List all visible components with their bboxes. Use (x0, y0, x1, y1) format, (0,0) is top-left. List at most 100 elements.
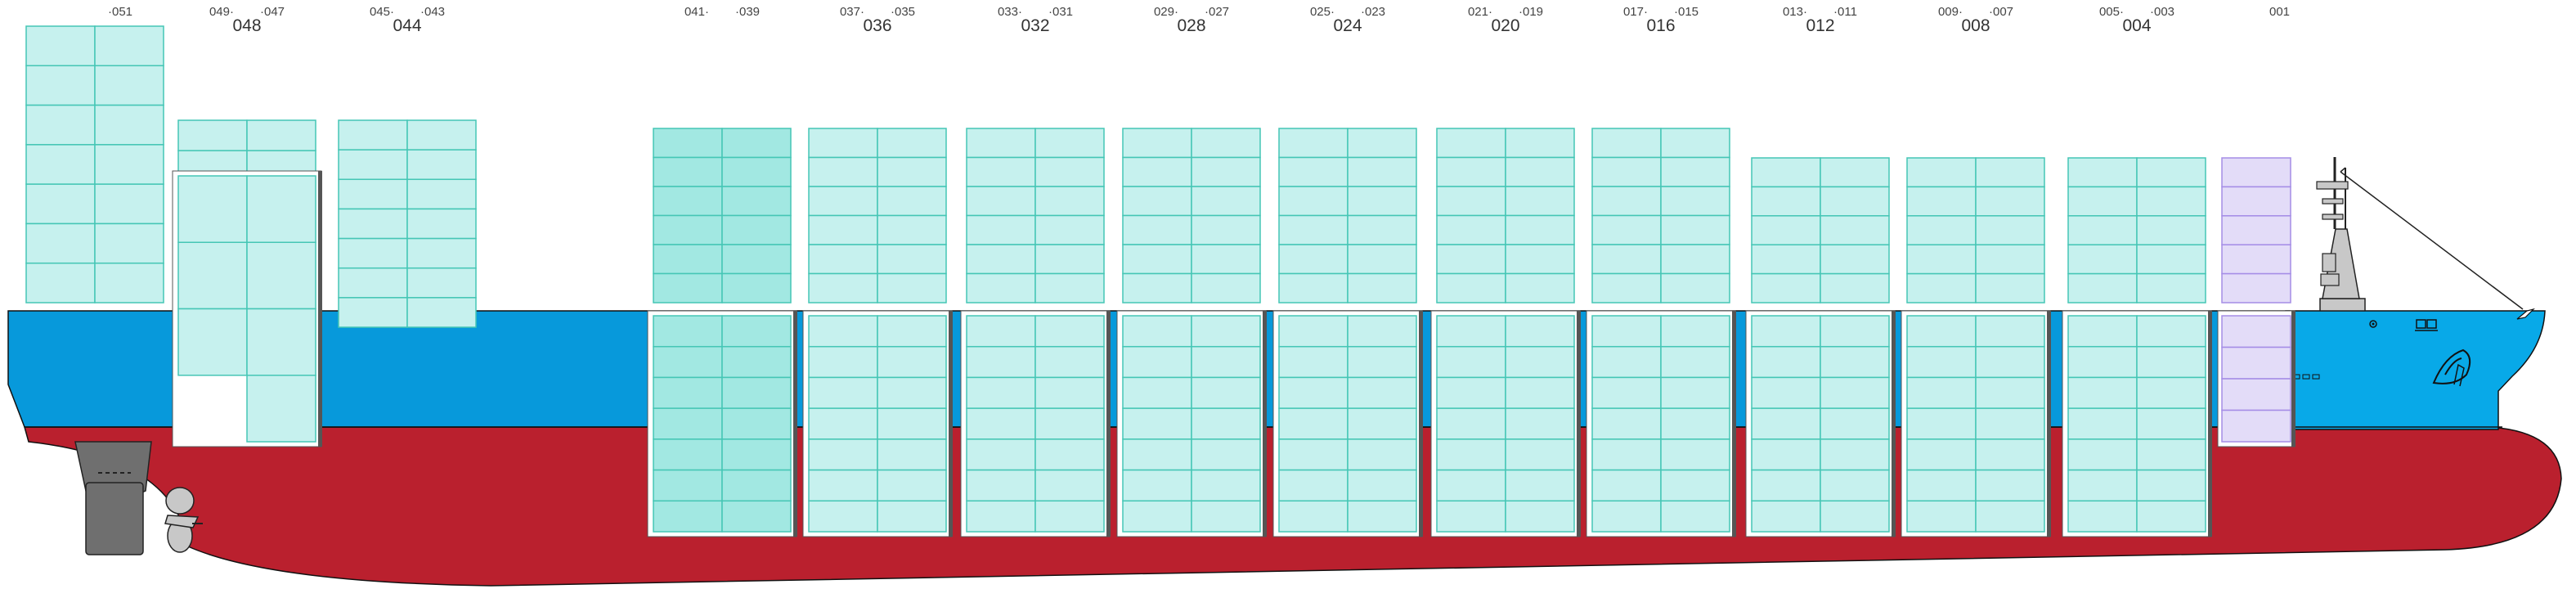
container-slot[interactable] (1906, 157, 1977, 188)
container-slot[interactable] (1505, 407, 1575, 440)
container-slot[interactable] (653, 315, 723, 348)
container-slot[interactable] (1591, 128, 1662, 159)
container-slot[interactable] (1122, 376, 1192, 409)
container-slot[interactable] (25, 65, 96, 106)
container-slot[interactable] (1660, 438, 1730, 471)
container-slot[interactable] (808, 128, 878, 159)
container-slot[interactable] (177, 308, 248, 376)
container-slot[interactable] (1975, 315, 2045, 348)
container-slot[interactable] (2067, 315, 2138, 348)
bay-036[interactable] (802, 128, 953, 537)
container-slot[interactable] (406, 178, 477, 210)
container-slot[interactable] (1906, 215, 1977, 245)
container-slot[interactable] (653, 214, 723, 245)
container-slot[interactable] (2067, 157, 2138, 188)
container-slot[interactable] (877, 244, 947, 275)
container-slot[interactable] (1820, 215, 1890, 245)
container-slot[interactable] (1505, 214, 1575, 245)
container-slot[interactable] (808, 186, 878, 217)
container-slot[interactable] (877, 469, 947, 502)
container-slot[interactable] (2136, 469, 2206, 502)
container-slot[interactable] (653, 128, 723, 159)
container-slot[interactable] (246, 175, 316, 243)
container-slot[interactable] (1505, 156, 1575, 187)
bay-044[interactable] (338, 119, 477, 328)
container-slot[interactable] (1751, 186, 1821, 217)
container-slot[interactable] (1347, 272, 1417, 303)
container-slot[interactable] (1436, 214, 1506, 245)
container-slot[interactable] (1975, 438, 2045, 471)
container-slot[interactable] (966, 345, 1036, 379)
container-slot[interactable] (721, 407, 792, 440)
container-slot[interactable] (1975, 500, 2045, 533)
container-slot[interactable] (1191, 214, 1261, 245)
container-slot[interactable] (1820, 500, 1890, 533)
container-slot[interactable] (2067, 215, 2138, 245)
container-slot[interactable] (721, 376, 792, 409)
container-slot[interactable] (1347, 500, 1417, 533)
container-slot[interactable] (2067, 500, 2138, 533)
container-slot[interactable] (1034, 128, 1105, 159)
container-slot[interactable] (1122, 407, 1192, 440)
container-slot[interactable] (1034, 214, 1105, 245)
container-slot[interactable] (1591, 186, 1662, 217)
container-slot[interactable] (25, 25, 96, 67)
container-slot[interactable] (1660, 128, 1730, 159)
container-slot[interactable] (1347, 407, 1417, 440)
container-slot[interactable] (94, 262, 164, 303)
container-slot[interactable] (966, 315, 1036, 348)
container-slot[interactable] (1751, 315, 1821, 348)
container-slot[interactable] (1505, 272, 1575, 303)
bay-001[interactable] (2217, 157, 2296, 447)
container-slot[interactable] (653, 156, 723, 187)
container-slot[interactable] (338, 267, 408, 299)
container-slot[interactable] (1278, 469, 1349, 502)
container-slot[interactable] (877, 272, 947, 303)
container-slot[interactable] (1505, 500, 1575, 533)
container-slot[interactable] (1906, 272, 1977, 303)
container-slot[interactable] (1975, 157, 2045, 188)
container-slot[interactable] (1191, 272, 1261, 303)
container-slot[interactable] (808, 315, 878, 348)
container-slot[interactable] (1751, 500, 1821, 533)
container-slot[interactable] (1906, 345, 1977, 379)
container-slot[interactable] (1505, 128, 1575, 159)
container-slot[interactable] (1906, 469, 1977, 502)
container-slot[interactable] (1278, 214, 1349, 245)
container-slot[interactable] (406, 237, 477, 269)
container-slot[interactable] (1347, 315, 1417, 348)
container-slot[interactable] (1436, 376, 1506, 409)
container-slot[interactable] (1278, 156, 1349, 187)
bay-024[interactable] (1272, 128, 1423, 537)
container-slot[interactable] (1660, 407, 1730, 440)
container-slot[interactable] (2067, 272, 2138, 303)
container-slot[interactable] (1820, 376, 1890, 409)
container-slot[interactable] (653, 186, 723, 217)
container-slot[interactable] (246, 375, 316, 443)
container-slot[interactable] (25, 223, 96, 264)
container-slot[interactable] (1751, 407, 1821, 440)
container-slot[interactable] (94, 25, 164, 67)
container-slot[interactable] (1122, 128, 1192, 159)
container-slot[interactable] (1191, 376, 1261, 409)
container-slot[interactable] (877, 315, 947, 348)
bay-016[interactable] (1586, 128, 1736, 537)
container-slot[interactable] (1122, 345, 1192, 379)
container-slot[interactable] (653, 272, 723, 303)
container-slot[interactable] (25, 144, 96, 185)
container-slot[interactable] (653, 244, 723, 275)
container-slot[interactable] (1591, 407, 1662, 440)
container-slot[interactable] (1975, 345, 2045, 379)
container-slot[interactable] (1436, 272, 1506, 303)
container-slot[interactable] (1751, 469, 1821, 502)
container-slot[interactable] (1122, 156, 1192, 187)
container-slot[interactable] (877, 156, 947, 187)
container-slot[interactable] (1505, 469, 1575, 502)
container-slot[interactable] (1034, 345, 1105, 379)
container-slot[interactable] (1436, 407, 1506, 440)
container-slot[interactable] (1820, 157, 1890, 188)
container-slot[interactable] (1505, 438, 1575, 471)
container-slot[interactable] (1505, 345, 1575, 379)
container-slot[interactable] (1660, 469, 1730, 502)
container-slot[interactable] (1906, 315, 1977, 348)
